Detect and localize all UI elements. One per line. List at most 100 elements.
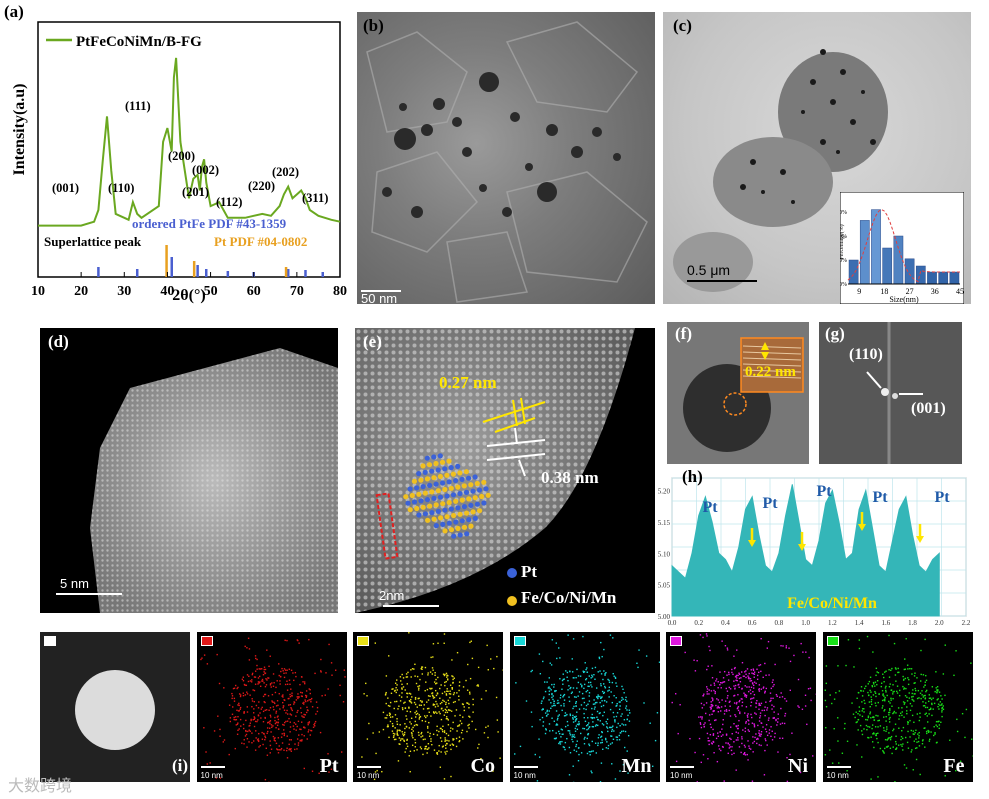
m-atom <box>435 488 441 494</box>
element-signal <box>461 729 464 731</box>
element-signal <box>243 712 245 714</box>
x-tick-label: 1.8 <box>908 619 917 627</box>
element-signal <box>927 731 929 734</box>
element-signal <box>556 699 559 702</box>
element-signal <box>936 720 939 723</box>
element-signal <box>758 720 761 722</box>
element-signal <box>267 665 270 668</box>
pt-atom <box>424 497 431 503</box>
element-signal <box>278 680 281 682</box>
element-signal <box>824 689 826 691</box>
element-signal <box>259 685 261 688</box>
eds-map-pt: Pt 10 nm <box>196 632 347 782</box>
element-signal <box>451 687 453 689</box>
element-signal <box>589 716 592 719</box>
element-signal <box>548 690 550 692</box>
scale-label: 10 nm <box>513 771 536 780</box>
element-signal <box>752 684 755 687</box>
element-signal <box>277 663 279 665</box>
element-signal <box>877 701 879 704</box>
element-signal <box>215 777 217 779</box>
m-atom <box>468 482 474 488</box>
element-signal <box>741 701 744 704</box>
element-signal <box>273 702 275 705</box>
y-tick-label: 5.05 <box>658 582 671 590</box>
element-signal <box>610 726 612 729</box>
element-signal <box>378 731 381 733</box>
element-signal <box>602 683 604 685</box>
element-signal <box>768 729 771 731</box>
element-signal <box>447 719 450 721</box>
element-signal <box>547 699 550 701</box>
element-signal <box>275 721 277 724</box>
panel-label-i: (i) <box>172 756 189 775</box>
element-signal <box>452 675 454 678</box>
element-signal <box>615 702 618 705</box>
element-signal <box>289 704 291 706</box>
element-signal <box>289 748 291 751</box>
element-signal <box>280 667 283 670</box>
element-signal <box>745 670 747 672</box>
element-signal <box>925 679 927 682</box>
element-signal <box>405 676 408 678</box>
element-signal <box>791 732 793 734</box>
y-axis-label: Percentage(%) <box>840 224 845 259</box>
element-signal <box>586 752 588 755</box>
element-signal <box>913 682 916 684</box>
element-signal <box>750 692 752 695</box>
element-signal <box>712 704 714 707</box>
element-signal <box>588 692 590 694</box>
element-signal <box>598 712 600 715</box>
m-annotation: Fe/Co/Ni/Mn <box>787 595 877 612</box>
element-signal <box>601 741 603 744</box>
element-signal <box>277 721 279 724</box>
element-signal <box>298 683 301 686</box>
element-signal <box>291 672 294 674</box>
scale-label: 10 nm <box>826 771 849 780</box>
element-signal <box>421 673 424 675</box>
element-signal <box>408 632 410 634</box>
element-signal <box>836 740 839 742</box>
scale-label-e: 2nm <box>379 588 405 603</box>
element-signal <box>293 748 295 751</box>
element-signal <box>642 702 645 704</box>
element-signal <box>279 670 282 673</box>
element-signal <box>262 671 265 673</box>
element-signal <box>603 673 606 675</box>
element-signal <box>449 730 452 732</box>
element-signal <box>571 734 573 736</box>
map-image <box>671 633 816 782</box>
m-atom <box>424 476 430 482</box>
x-tick-label: 20 <box>74 284 88 299</box>
element-signal <box>306 700 308 702</box>
element-signal <box>401 673 403 676</box>
element-signal <box>459 714 461 716</box>
element-signal <box>257 740 259 743</box>
element-signal <box>253 676 255 678</box>
element-signal <box>250 732 253 734</box>
element-signal <box>942 673 944 675</box>
element-signal <box>551 729 553 732</box>
element-signal <box>297 642 300 644</box>
element-signal <box>777 721 779 723</box>
element-signal <box>573 716 576 719</box>
element-signal <box>262 733 265 735</box>
element-signal <box>458 685 461 687</box>
element-signal <box>203 654 205 656</box>
element-signal <box>399 676 402 678</box>
element-signal <box>296 697 299 700</box>
element-signal <box>844 664 847 667</box>
element-signal <box>436 703 438 705</box>
pt-atom <box>429 468 435 474</box>
element-signal <box>290 739 292 741</box>
element-signal <box>544 728 546 730</box>
element-signal <box>402 677 405 679</box>
element-signal <box>764 662 766 665</box>
element-signal <box>705 686 708 688</box>
element-signal <box>560 740 563 743</box>
element-signal <box>846 740 848 742</box>
element-signal <box>750 669 752 671</box>
element-signal <box>895 690 897 693</box>
element-signal <box>855 744 858 746</box>
panel-label-g: (g) <box>825 324 845 343</box>
